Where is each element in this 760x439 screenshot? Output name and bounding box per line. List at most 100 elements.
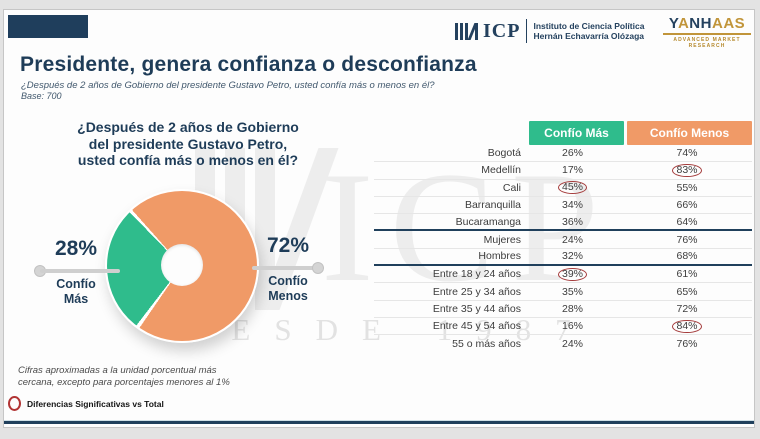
table-row: Bucaramanga 36% 64%	[374, 214, 752, 232]
row-label: Entre 18 y 24 años	[432, 268, 521, 281]
row-label: Bogotá	[487, 147, 521, 160]
callout-word: Confío	[56, 277, 96, 291]
yanhaas-letter: Y	[668, 15, 678, 32]
confio-menos-value: 66%	[676, 199, 698, 212]
row-label: Cali	[502, 181, 521, 194]
confio-mas-value: 45%	[521, 181, 624, 195]
yanhaas-letter: S	[734, 15, 746, 32]
table-row: Hombres 32% 68%	[374, 249, 752, 267]
yanhaas-letter: A	[677, 15, 690, 32]
row-label: Mujeres	[483, 233, 521, 246]
confio-menos-value: 65%	[676, 285, 698, 298]
row-label: Barranquilla	[464, 199, 521, 212]
confio-menos-percentage: 72%	[266, 234, 310, 257]
confio-menos-value: 76%	[676, 337, 698, 350]
question-line: del presidente Gustavo Petro,	[88, 135, 288, 152]
icp-logo-line2: Hernán Echavarría Olózaga	[533, 31, 644, 41]
footnote-line: cercana, excepto para porcentajes menore…	[18, 376, 230, 388]
confio-mas-label: Confío Más	[31, 277, 121, 306]
yanhaas-underline	[663, 33, 751, 35]
footnote: Cifras aproximadas a la unidad porcentua…	[18, 365, 230, 388]
table-row: 55 o más años 24% 76%	[374, 335, 752, 352]
confio-mas-value: 35%	[561, 285, 583, 298]
row-label: Entre 25 y 34 años	[432, 285, 521, 298]
confio-mas-value: 17%	[561, 164, 583, 177]
row-label: Entre 45 y 54 años	[432, 320, 521, 333]
base-label: Base: 700	[21, 91, 62, 101]
yanhaas-letter: A	[711, 15, 724, 32]
callout-word: Más	[63, 291, 89, 306]
yanhaas-tagline: ADVANCED MARKET RESEARCH	[673, 37, 741, 49]
confio-menos-value: 68%	[676, 250, 698, 263]
callout-word: Confío	[268, 274, 308, 288]
confio-menos-value: 76%	[676, 233, 698, 246]
table-row: Entre 25 y 34 años 35% 65%	[374, 283, 752, 301]
confio-mas-value: 16%	[561, 320, 583, 333]
confio-mas-value: 24%	[561, 233, 583, 246]
page-title: Presidente, genera confianza o desconfia…	[20, 53, 477, 76]
confio-menos-value: 72%	[676, 302, 698, 315]
significant-difference-circle: 83%	[672, 163, 702, 177]
confio-menos-label: Confío Menos	[243, 274, 333, 303]
icp-logo-mark-icon	[455, 22, 480, 40]
confio-menos-value: 55%	[676, 181, 698, 194]
table-row: Entre 18 y 24 años 39% 61%	[374, 266, 752, 284]
table-header-confio-menos: Confío Menos	[627, 121, 752, 145]
breakdown-table: Bogotá 26% 74% Medellín 17% 83% Cali 45% 55% Barr…	[374, 145, 752, 353]
confio-mas-value: 28%	[561, 302, 583, 315]
icp-logo: ICP Instituto de Ciencia Política Hernán…	[455, 19, 644, 43]
table-row: Cali 45% 55%	[374, 180, 752, 197]
confio-mas-value: 36%	[561, 215, 583, 228]
callout-word: Menos	[268, 288, 308, 303]
confio-menos-value: 83%	[624, 163, 750, 177]
yanhaas-letter: N	[689, 15, 701, 32]
confio-menos-value: 84%	[624, 319, 750, 333]
chart-question: ¿Después de 2 años de Gobierno del presi…	[38, 119, 338, 169]
table-row: Barranquilla 34% 66%	[374, 197, 752, 215]
accent-rectangle	[8, 15, 88, 38]
confio-menos-value: 64%	[676, 215, 698, 228]
row-label: Bucaramanga	[455, 215, 521, 228]
callout-line	[252, 266, 318, 270]
confio-mas-percentage: 28%	[54, 237, 98, 260]
icp-logo-line1: Instituto de Ciencia Política	[533, 20, 645, 31]
table-row: Entre 35 y 44 años 28% 72%	[374, 301, 752, 318]
significant-difference-circle: 45%	[557, 181, 587, 195]
question-line: usted confía más o menos en él?	[77, 152, 299, 168]
confio-mas-value: 34%	[561, 199, 583, 212]
yanhaas-letter: A	[723, 15, 735, 32]
significant-difference-circle: 84%	[672, 319, 702, 333]
logo-divider	[526, 19, 528, 43]
table-row: Mujeres 24% 76%	[374, 231, 752, 249]
callout-dot	[312, 262, 324, 274]
yanhaas-logo: YANHAAS ADVANCED MARKET RESEARCH	[663, 16, 751, 49]
page-subtitle: ¿Después de 2 años de Gobierno del presi…	[21, 80, 435, 91]
significance-legend: Diferencias Significativas vs Total	[8, 396, 164, 411]
row-label: 55 o más años	[452, 337, 521, 350]
yanhaas-logo-name: YANHAAS	[663, 16, 751, 32]
red-circle-icon	[8, 396, 21, 411]
table-row: Bogotá 26% 74%	[374, 145, 752, 163]
footnote-line: Cifras aproximadas a la unidad porcentua…	[18, 365, 217, 376]
bottom-rule	[4, 420, 754, 424]
question-line: ¿Después de 2 años de Gobierno	[77, 119, 299, 135]
table-row: Medellín 17% 83%	[374, 162, 752, 180]
row-label: Hombres	[478, 250, 521, 263]
confio-mas-value: 39%	[521, 267, 624, 281]
row-label: Medellín	[481, 164, 521, 177]
row-label: Entre 35 y 44 años	[432, 302, 521, 315]
callout-line	[40, 269, 120, 273]
confio-mas-value: 32%	[561, 250, 583, 263]
donut-hole	[161, 244, 203, 286]
significant-difference-circle: 39%	[557, 267, 587, 281]
table-row: Entre 45 y 54 años 16% 84%	[374, 318, 752, 336]
confio-menos-value: 61%	[676, 268, 698, 281]
icp-logo-abbr: ICP	[483, 20, 521, 42]
confio-menos-value: 74%	[676, 147, 698, 160]
table-header-confio-mas: Confío Más	[529, 121, 624, 145]
legend-label: Diferencias Significativas vs Total	[27, 398, 164, 409]
yanhaas-letter: H	[700, 15, 712, 32]
confio-mas-value: 26%	[561, 147, 583, 160]
confio-mas-value: 24%	[561, 337, 583, 350]
